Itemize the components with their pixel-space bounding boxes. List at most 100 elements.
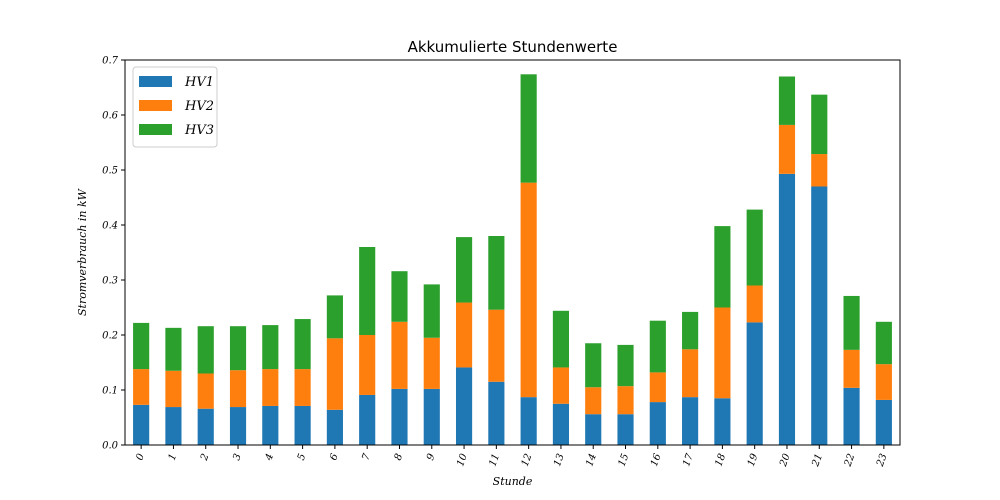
- bar-hv2-23: [875, 364, 892, 400]
- bar-hv2-5: [294, 369, 311, 406]
- x-tick-label: 20: [778, 452, 793, 469]
- x-tick-label: 18: [714, 452, 729, 468]
- y-tick-label: 0.5: [102, 166, 118, 177]
- bar-hv2-1: [165, 370, 182, 408]
- y-tick-label: 0.3: [102, 276, 118, 287]
- bar-hv2-19: [746, 285, 763, 323]
- x-tick-label: 1: [167, 452, 180, 462]
- x-tick-label: 19: [746, 452, 761, 468]
- x-tick-label: 23: [875, 452, 890, 469]
- legend-swatch-hv3: [139, 124, 172, 135]
- y-tick-label: 0.2: [102, 331, 118, 342]
- bar-hv2-17: [682, 349, 699, 398]
- x-axis-label: Stunde: [493, 475, 533, 488]
- bar-hv1-8: [391, 388, 408, 445]
- bar-hv3-11: [488, 236, 505, 310]
- bar-hv3-9: [423, 284, 440, 338]
- bar-hv3-23: [875, 321, 892, 365]
- bar-hv3-12: [520, 74, 537, 183]
- bar-hv1-22: [843, 387, 860, 445]
- legend-swatch-hv2: [139, 100, 172, 111]
- bar-hv1-23: [875, 399, 892, 445]
- bar-hv1-21: [811, 186, 828, 445]
- x-tick-label: 6: [328, 452, 341, 462]
- bar-hv2-12: [520, 182, 537, 398]
- bar-hv3-17: [682, 311, 699, 350]
- bar-hv2-8: [391, 321, 408, 389]
- bar-hv3-18: [714, 226, 731, 308]
- bar-hv1-17: [682, 397, 699, 445]
- y-tick-label: 0.0: [102, 441, 119, 452]
- bar-hv1-1: [165, 407, 182, 445]
- bar-hv1-20: [778, 173, 796, 445]
- chart-title: Akkumulierte Stundenwerte: [408, 38, 618, 56]
- bar-hv2-0: [133, 369, 150, 405]
- x-tick-label: 22: [842, 452, 857, 469]
- x-tick-label: 17: [681, 452, 696, 468]
- y-tick-label: 0.4: [102, 221, 118, 232]
- bar-hv3-6: [326, 295, 343, 339]
- x-tick-label: 3: [231, 452, 244, 462]
- bar-hv3-16: [649, 320, 666, 373]
- x-tick-label: 16: [649, 452, 664, 468]
- legend: HV1 HV2 HV3: [132, 66, 218, 148]
- bar-hv3-13: [552, 310, 570, 368]
- x-tick-label: 8: [393, 452, 406, 462]
- x-tick-label: 12: [520, 452, 535, 468]
- bar-hv2-16: [649, 372, 666, 403]
- y-tick-label: 0.7: [102, 56, 119, 67]
- bar-hv3-1: [165, 327, 182, 371]
- x-tick-label: 9: [425, 452, 438, 462]
- bar-hv1-10: [455, 367, 473, 445]
- plot-frame: [124, 59, 901, 446]
- x-tick-label: 4: [263, 452, 276, 463]
- legend-label-hv2: HV2: [184, 99, 214, 114]
- bar-hv3-5: [294, 319, 311, 370]
- bar-hv3-20: [778, 76, 796, 125]
- bar-hv3-4: [262, 325, 279, 370]
- x-tick-label: 10: [455, 452, 470, 468]
- x-tick-label: 0: [134, 452, 147, 462]
- bar-hv2-21: [811, 154, 828, 187]
- bar-hv2-13: [552, 367, 570, 404]
- bar-hv1-12: [520, 397, 537, 445]
- x-tick-label: 15: [617, 452, 632, 468]
- bar-hv1-15: [617, 414, 634, 445]
- bar-hv3-10: [455, 237, 473, 303]
- bar-hv1-2: [197, 408, 214, 445]
- bar-hv1-6: [326, 409, 343, 445]
- x-tick-label: 5: [296, 452, 309, 462]
- bar-hv3-22: [843, 295, 860, 350]
- bar-hv2-7: [359, 335, 376, 395]
- bar-hv2-6: [326, 338, 343, 410]
- bar-hv3-7: [359, 247, 376, 335]
- bar-hv1-5: [294, 405, 311, 445]
- bar-hv2-10: [455, 302, 473, 368]
- bar-hv1-18: [714, 398, 731, 445]
- bar-hv1-19: [746, 322, 763, 445]
- bar-hv1-11: [488, 381, 505, 445]
- y-axis: 0.0 0.1 0.2 0.3 0.4 0.5 0.6 0.7: [102, 56, 125, 452]
- bar-hv2-20: [778, 124, 796, 174]
- bars-group: [133, 74, 892, 445]
- bar-hv2-9: [423, 337, 440, 389]
- x-tick-label: 13: [552, 452, 567, 468]
- x-tick-label: 7: [360, 452, 373, 462]
- bar-hv2-2: [197, 373, 214, 409]
- bar-hv2-14: [585, 387, 602, 415]
- bar-hv3-15: [617, 344, 634, 387]
- bar-hv3-8: [391, 271, 408, 322]
- x-tick-label: 14: [584, 452, 599, 468]
- bar-hv2-15: [617, 386, 634, 415]
- bar-hv1-13: [552, 403, 570, 445]
- bar-hv1-0: [133, 404, 150, 445]
- bar-hv2-3: [229, 370, 247, 408]
- legend-swatch-hv1: [139, 76, 172, 87]
- bar-hv3-21: [811, 94, 828, 155]
- bar-hv3-3: [229, 326, 247, 371]
- bar-hv1-4: [262, 405, 279, 445]
- bar-hv1-3: [229, 407, 247, 445]
- bar-hv2-22: [843, 349, 860, 388]
- x-tick-label: 11: [487, 452, 502, 468]
